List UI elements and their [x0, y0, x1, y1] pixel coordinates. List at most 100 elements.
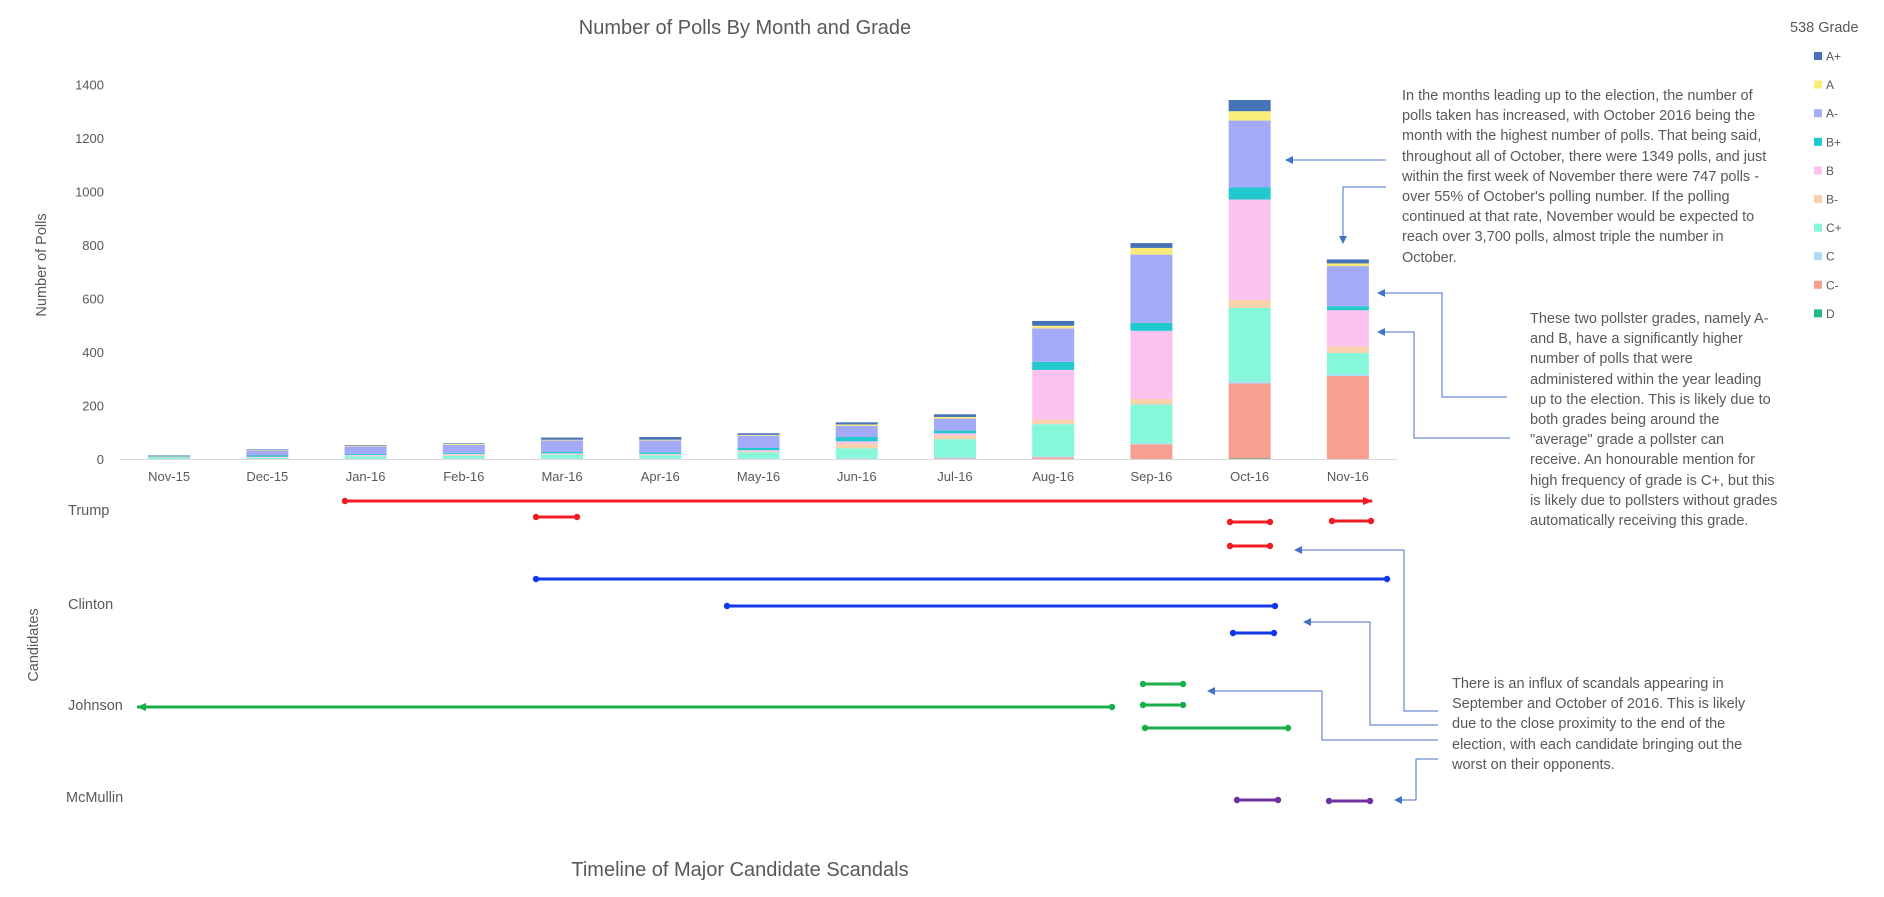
legend-swatch-A+: [1814, 52, 1822, 60]
x-tick-label: May-16: [737, 469, 780, 484]
bar-segment-C--Sep-16: [1130, 444, 1173, 459]
y-axis-label: Number of Polls: [34, 213, 50, 316]
bar-segment-A+-Apr-16: [639, 437, 682, 440]
scandal-dot: [1229, 629, 1237, 637]
y-tick-label: 1000: [75, 185, 104, 200]
bar-segment-A--Apr-16: [639, 440, 682, 453]
bar-segment-C-Jul-16: [933, 457, 976, 459]
annotation-arrow-5: [1303, 618, 1438, 726]
scandal-dot: [1139, 680, 1147, 688]
bar-segment-C+-Apr-16: [639, 455, 682, 459]
bar-segment-C+-Feb-16: [442, 455, 485, 459]
bar-segment-B-Feb-16: [442, 453, 485, 455]
scandal-dot: [532, 575, 540, 583]
bar-segment-B-Aug-16: [1032, 369, 1075, 420]
x-tick-label: Nov-16: [1327, 469, 1369, 484]
legend-swatch-C: [1814, 252, 1822, 261]
bar-segment-A-Jul-16: [933, 416, 976, 419]
bar-segment-A--Jan-16: [344, 446, 387, 454]
bar-segment-B+-May-16: [737, 447, 780, 451]
scandal-dot: [573, 513, 581, 521]
legend-label-C+: C+: [1826, 221, 1842, 235]
bar-segment-C--Aug-16: [1032, 457, 1075, 459]
bar-segment-A--May-16: [737, 435, 780, 448]
scandal-dot: [1383, 575, 1391, 583]
bar-segment-C-Jun-16: [835, 457, 878, 459]
bar-segment-B--Jul-16: [933, 435, 976, 440]
bar-segment-C+-Aug-16: [1032, 424, 1075, 457]
bar-segment-B--Aug-16: [1032, 419, 1075, 425]
y-tick-label: 200: [82, 399, 104, 414]
bar-segment-B-Jun-16: [835, 441, 878, 444]
bar-segment-B+-Jul-16: [933, 430, 976, 434]
bar-segment-B+-Jun-16: [835, 437, 878, 442]
bar-segment-A-Sep-16: [1130, 247, 1173, 255]
bar-segment-D-Oct-16: [1228, 458, 1271, 460]
bar-segment-A+-Dec-15: [246, 449, 289, 450]
bar-segment-A+-Jun-16: [835, 422, 878, 425]
bar-segment-A-Mar-16: [541, 439, 584, 441]
legend-label-C: C: [1826, 250, 1835, 264]
bar-segment-B--Jun-16: [835, 443, 878, 449]
x-tick-label: Apr-16: [641, 469, 680, 484]
candidate-label-johnson: Johnson: [68, 698, 123, 714]
scandal-dot: [1367, 517, 1375, 525]
x-tick-label: Dec-15: [246, 469, 288, 484]
bar-segment-B--Jan-16: [344, 455, 387, 457]
annotation-arrow-3: [1377, 328, 1510, 439]
bar-segment-C-Apr-16: [639, 458, 682, 460]
bar-segment-B+-Dec-15: [246, 455, 289, 457]
annotation-arrow-7: [1394, 758, 1438, 804]
x-tick-label: Jul-16: [937, 469, 972, 484]
bar-segment-B-Apr-16: [639, 453, 682, 455]
x-tick-label: Jun-16: [837, 469, 877, 484]
bar-segment-A-Oct-16: [1228, 111, 1271, 121]
bar-segment-A-Jan-16: [344, 445, 387, 447]
x-tick-label: Sep-16: [1130, 469, 1172, 484]
legend-label-B-: B-: [1826, 193, 1838, 207]
y-tick-label: 400: [82, 345, 104, 360]
scandal-dot: [1226, 542, 1234, 550]
bar-segment-B--Apr-16: [639, 454, 682, 456]
scandal-dot: [1139, 701, 1147, 709]
bar-segment-C+-Nov-16: [1326, 353, 1369, 375]
x-tick-label: Aug-16: [1032, 469, 1074, 484]
annotation-grade-frequency: These two pollster grades, namely A- and…: [1530, 311, 1778, 530]
bar-segment-C+-Jul-16: [933, 439, 976, 458]
legend-swatch-B+: [1814, 137, 1822, 146]
bar-segment-A-Jun-16: [835, 424, 878, 426]
legend-label-B: B: [1826, 164, 1834, 178]
legend-swatch-D: [1814, 309, 1822, 318]
bar-segment-C+-Jun-16: [835, 448, 878, 458]
bar-segment-C-Mar-16: [541, 458, 584, 460]
bar-segment-A-Dec-15: [246, 449, 289, 451]
scandal-dot: [532, 513, 540, 521]
scandal-dot: [1266, 518, 1274, 526]
legend-swatch-A-: [1814, 109, 1822, 118]
bar-segment-C+-May-16: [737, 452, 780, 459]
bar-segment-C-Jan-16: [344, 458, 387, 460]
annotation-poll-growth: In the months leading up to the election…: [1402, 88, 1767, 266]
scandal-dot: [1284, 724, 1292, 732]
bar-segment-C-Sep-16: [1130, 443, 1173, 445]
legend-label-A-: A-: [1826, 107, 1838, 121]
y-tick-label: 600: [82, 292, 104, 307]
annotation-scandal-influx: There is an influx of scandals appearing…: [1452, 676, 1746, 773]
legend-label-C-: C-: [1826, 278, 1839, 292]
scandal-dot: [1366, 797, 1374, 805]
bar-segment-C--Jul-16: [933, 458, 976, 460]
y-tick-label: 1400: [75, 78, 104, 93]
legend-swatch-B: [1814, 166, 1822, 175]
bar-segment-A--Oct-16: [1228, 120, 1271, 188]
bar-segment-C--Nov-16: [1326, 376, 1369, 459]
bar-segment-B--May-16: [737, 451, 780, 453]
bar-segment-A-Feb-16: [442, 443, 485, 445]
bar-segment-B-Oct-16: [1228, 199, 1271, 300]
x-tick-label: Nov-15: [148, 469, 190, 484]
bar-segment-B-Sep-16: [1130, 330, 1173, 400]
scandal-dot: [1271, 602, 1279, 610]
bar-segment-A+-May-16: [737, 433, 780, 435]
legend-label-A+: A+: [1826, 50, 1841, 64]
bar-segment-C-May-16: [737, 458, 780, 460]
legend-title: 538 Grade: [1790, 20, 1859, 36]
